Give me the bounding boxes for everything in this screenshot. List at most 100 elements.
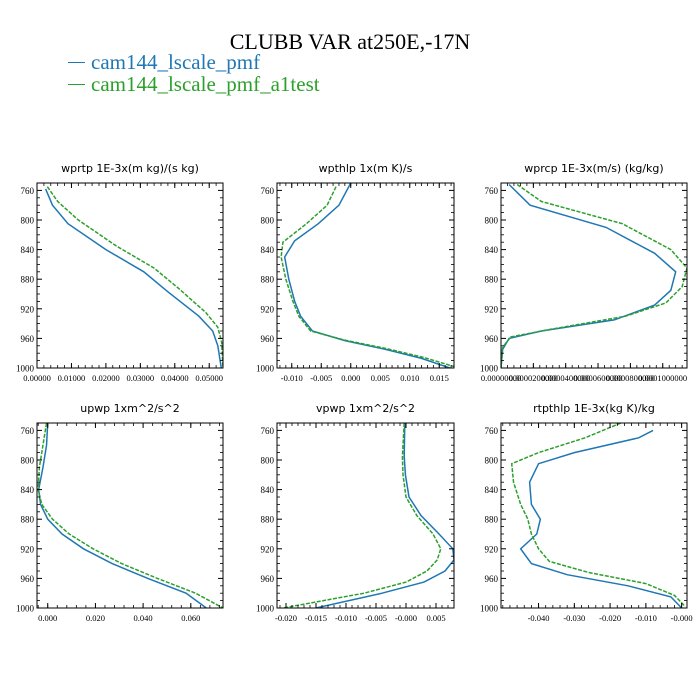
series-line-2 bbox=[501, 183, 687, 368]
plot-frame bbox=[36, 182, 224, 369]
y-tick-label: 800 bbox=[485, 456, 499, 466]
x-tick-label: 0.00000000 bbox=[481, 373, 521, 383]
y-tick-label: 760 bbox=[485, 186, 499, 196]
x-tick-label: 0.0001000000 bbox=[638, 373, 687, 383]
y-tick-label: 920 bbox=[21, 544, 35, 554]
y-tick-label: 1000 bbox=[480, 364, 499, 374]
y-tick-label: 840 bbox=[485, 485, 499, 495]
plot-frame bbox=[276, 422, 455, 609]
y-tick-label: 920 bbox=[261, 304, 275, 314]
x-tick-label: 0.0000600000 bbox=[574, 373, 623, 383]
y-tick-label: 960 bbox=[485, 334, 499, 344]
x-tick-label: -0.040 bbox=[528, 613, 550, 623]
y-tick-label: 920 bbox=[485, 544, 499, 554]
y-tick-label: 960 bbox=[21, 574, 35, 584]
y-tick-label: 880 bbox=[261, 515, 275, 525]
y-tick-label: 840 bbox=[261, 485, 275, 495]
y-tick-label: 840 bbox=[261, 245, 275, 255]
series-line-2 bbox=[282, 423, 442, 608]
x-tick-label: 0.000 bbox=[38, 613, 57, 623]
panel-title: upwp 1xm^2/s^2 bbox=[80, 402, 180, 415]
x-tick-label: 0.02000 bbox=[92, 373, 120, 383]
legend-swatch-1 bbox=[68, 61, 85, 63]
x-tick-label: 0.01000 bbox=[58, 373, 86, 383]
legend-label-1: cam144_lscale_pmf bbox=[91, 50, 261, 74]
y-tick-label: 760 bbox=[21, 426, 35, 436]
x-tick-label: -0.000 bbox=[671, 613, 693, 623]
panel-title: wprtp 1E-3x(m kg)/(s kg) bbox=[61, 162, 199, 175]
y-tick-label: 880 bbox=[21, 275, 35, 285]
y-tick-label: 800 bbox=[261, 216, 275, 226]
panel-title: rtpthlp 1E-3x(kg K)/kg bbox=[533, 402, 655, 415]
y-tick-label: 1000 bbox=[16, 364, 35, 374]
plot-frame bbox=[500, 422, 688, 609]
series-line-2 bbox=[37, 423, 223, 608]
x-tick-label: 0.040 bbox=[134, 613, 153, 623]
page-title: CLUBB VAR at250E,-17N bbox=[229, 29, 471, 54]
x-tick-label: 0.05000 bbox=[195, 373, 223, 383]
y-tick-label: 800 bbox=[21, 216, 35, 226]
series-line-2 bbox=[46, 186, 223, 368]
series-line-1 bbox=[283, 183, 451, 368]
y-tick-label: 800 bbox=[485, 216, 499, 226]
x-tick-label: 0.00000 bbox=[23, 373, 51, 383]
series-line-1 bbox=[315, 423, 454, 608]
legend-swatch-2 bbox=[68, 83, 85, 85]
plot-frame bbox=[500, 182, 688, 369]
x-tick-label: 0.015 bbox=[430, 373, 449, 383]
y-tick-label: 920 bbox=[485, 304, 499, 314]
y-tick-label: 1000 bbox=[16, 604, 35, 614]
x-tick-label: 0.005 bbox=[426, 613, 445, 623]
y-tick-label: 880 bbox=[485, 515, 499, 525]
y-tick-label: 920 bbox=[261, 544, 275, 554]
y-tick-label: 760 bbox=[485, 426, 499, 436]
chart-panel-6: rtpthlp 1E-3x(kg K)/kg 760 800 840 880 920 960… bbox=[480, 402, 693, 623]
chart-panel-5: vpwp 1xm^2/s^27608008408809209601000-0.0… bbox=[256, 402, 455, 623]
panel-title: wprcp 1E-3x(m/s) (kg/kg) bbox=[524, 162, 663, 175]
legend-label-2: cam144_lscale_pmf_a1test bbox=[91, 72, 320, 96]
y-tick-label: 760 bbox=[261, 186, 275, 196]
chart-panel-3: wprcp 1E-3x(m/s) (kg/kg) 760 800 840 880 920 9… bbox=[480, 162, 688, 383]
x-tick-label: 0.060 bbox=[181, 613, 200, 623]
series-line-1 bbox=[37, 423, 207, 608]
x-tick-label: -0.015 bbox=[305, 613, 327, 623]
panel-title: vpwp 1xm^2/s^2 bbox=[316, 402, 415, 415]
x-tick-label: -0.020 bbox=[275, 613, 297, 623]
x-tick-label: -0.000 bbox=[395, 613, 417, 623]
series-line-1 bbox=[501, 183, 677, 368]
y-tick-label: 800 bbox=[261, 456, 275, 466]
x-tick-label: 0.000 bbox=[341, 373, 360, 383]
x-tick-label: 0.010 bbox=[400, 373, 419, 383]
y-tick-label: 760 bbox=[21, 186, 35, 196]
y-tick-label: 1000 bbox=[256, 364, 275, 374]
y-tick-label: 880 bbox=[261, 275, 275, 285]
x-tick-label: 0.03000 bbox=[127, 373, 155, 383]
x-tick-label: 0.005 bbox=[371, 373, 390, 383]
legend-item-1: cam144_lscale_pmf bbox=[68, 50, 260, 75]
y-tick-label: 880 bbox=[21, 515, 35, 525]
y-tick-label: 800 bbox=[21, 456, 35, 466]
x-tick-label: -0.005 bbox=[310, 373, 332, 383]
x-tick-label: 0.0000200000 bbox=[509, 373, 558, 383]
x-tick-label: -0.010 bbox=[635, 613, 657, 623]
y-tick-label: 960 bbox=[261, 334, 275, 344]
y-tick-label: 840 bbox=[21, 245, 35, 255]
y-tick-label: 920 bbox=[21, 304, 35, 314]
x-tick-label: 0.04000 bbox=[161, 373, 189, 383]
y-tick-label: 1000 bbox=[256, 604, 275, 614]
y-tick-label: 840 bbox=[485, 245, 499, 255]
series-line-1 bbox=[519, 429, 683, 608]
chart-panel-2: wpthlp 1x(m K)/s 760 800 840 880 920 960 1000 -0… bbox=[256, 162, 455, 383]
x-tick-label: -0.010 bbox=[281, 373, 303, 383]
y-tick-label: 960 bbox=[485, 574, 499, 584]
y-tick-label: 1000 bbox=[480, 604, 499, 614]
x-tick-label: -0.005 bbox=[365, 613, 387, 623]
x-tick-label: 0.020 bbox=[86, 613, 105, 623]
series-line-1 bbox=[44, 188, 223, 368]
plot-frame bbox=[276, 182, 455, 369]
x-tick-label: -0.010 bbox=[335, 613, 357, 623]
panel-title: wpthlp 1x(m K)/s bbox=[319, 162, 413, 175]
x-tick-label: 0.0000800000 bbox=[606, 373, 655, 383]
y-tick-label: 880 bbox=[485, 275, 499, 285]
